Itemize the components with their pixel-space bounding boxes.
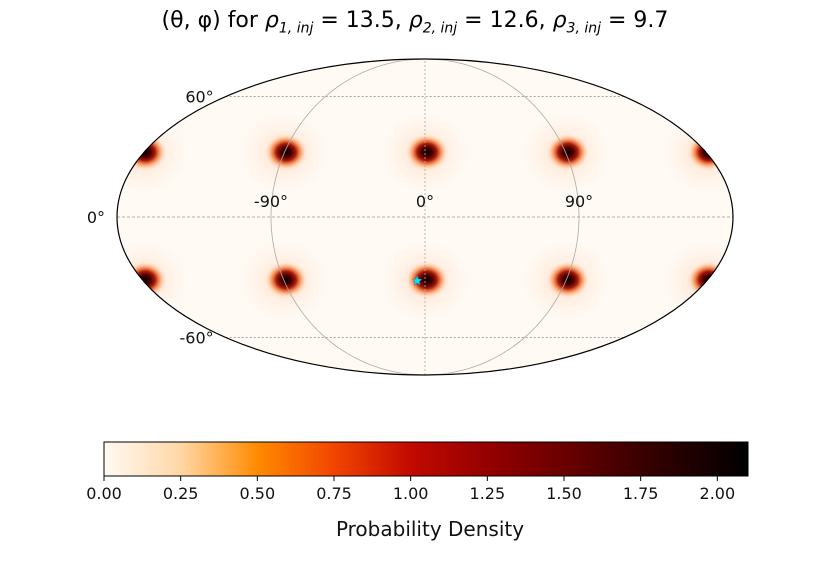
colorbar-tick-label: 0.00 — [86, 484, 122, 503]
colorbar-tick-label: 1.00 — [393, 484, 429, 503]
mollweide-map: -90° 0° 90° 60° 0° -60° — [87, 58, 734, 376]
longitude-tick-label: 0° — [416, 192, 434, 211]
density-blob — [545, 133, 590, 172]
title-prefix: (θ, φ) for — [161, 8, 265, 33]
colorbar-gradient — [103, 441, 749, 477]
longitude-tick-label: -90° — [254, 192, 288, 211]
longitude-tick-label: 90° — [565, 192, 593, 211]
colorbar-tick-label: 1.50 — [546, 484, 582, 503]
density-blob — [686, 260, 731, 299]
colorbar-tick-label: 1.75 — [623, 484, 659, 503]
colorbar-tick-label: 0.25 — [163, 484, 199, 503]
longitude-gridline — [424, 59, 580, 375]
colorbar: 0.00 0.25 0.50 0.75 1.00 1.25 1.50 1.75 2.00 Prob… — [86, 441, 749, 541]
density-blob — [405, 133, 449, 172]
colorbar-label: Probability Density — [336, 517, 524, 541]
density-blob — [123, 260, 168, 299]
map-border — [116, 58, 734, 376]
density-blob — [405, 260, 449, 299]
density-blob — [264, 133, 309, 172]
colorbar-tick-label: 1.25 — [470, 484, 506, 503]
colorbar-tick-label: 0.50 — [240, 484, 276, 503]
latitude-tick-label: 60° — [185, 88, 213, 107]
latitude-tick-label: -60° — [180, 328, 214, 347]
latitude-tick-label: 0° — [87, 208, 105, 227]
density-blob — [123, 133, 168, 172]
density-blob — [545, 260, 590, 299]
density-blob — [264, 260, 309, 299]
title-term: ρ3, inj = 9.7 — [552, 8, 669, 37]
title-term: ρ2, inj = 12.6, — [408, 8, 553, 37]
colorbar-tick-label: 0.75 — [316, 484, 352, 503]
title-term: ρ1, inj = 13.5, — [264, 8, 409, 37]
longitude-gridline — [270, 59, 426, 375]
colorbar-tick-label: 2.00 — [700, 484, 736, 503]
injection-marker — [411, 275, 423, 286]
chart-title: (θ, φ) for ρ1, inj = 13.5, ρ2, inj = 12.… — [0, 8, 830, 36]
